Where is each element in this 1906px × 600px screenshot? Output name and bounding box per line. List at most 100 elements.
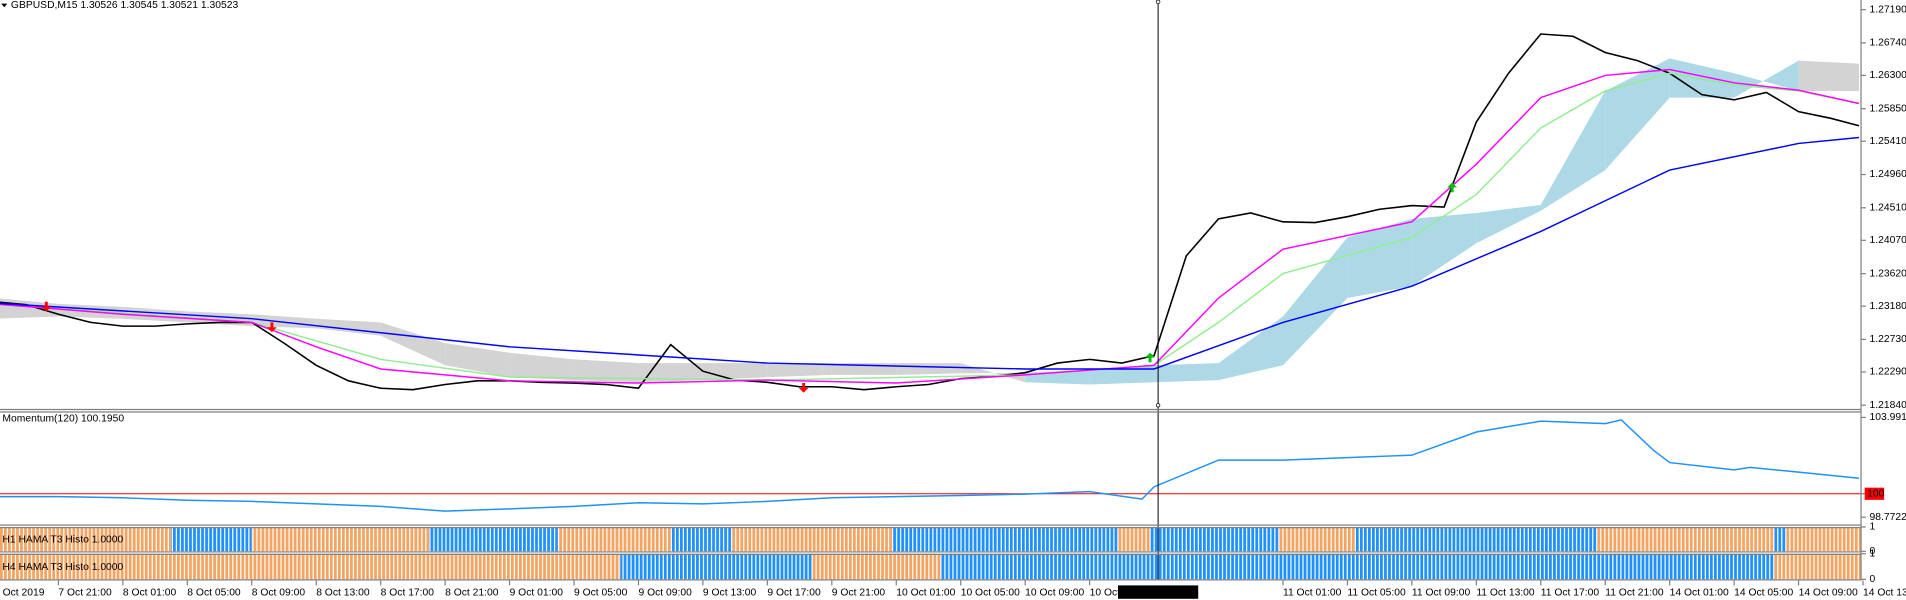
indicator-line: [0, 136, 1860, 370]
histogram-bar: [429, 526, 558, 552]
y-tick-label: 1.24070: [1870, 235, 1906, 246]
cloud-segment: [1347, 218, 1412, 299]
indicator-line: [0, 68, 1860, 384]
symbol-header: GBPUSD,M15 1.30526 1.30545 1.30521 1.305…: [11, 0, 239, 11]
x-tick-label: 8 Oct 01:00: [123, 587, 177, 598]
y-tick-label: 1: [1870, 522, 1876, 533]
x-tick-label: 8 Oct 13:00: [316, 587, 370, 598]
x-tick-label: 10 Oct 05:00: [961, 587, 1020, 598]
signal-arrow: [798, 383, 809, 393]
cloud-segment: [445, 343, 510, 378]
signal-arrow: [267, 322, 277, 333]
histogram-bar: [892, 526, 1118, 552]
x-tick-label: 9 Oct 01:00: [510, 587, 564, 598]
histogram-bar: [1278, 526, 1356, 552]
indicator-title: H1 HAMA T3 Histo 1.0000: [2, 534, 123, 545]
x-tick-label: 14 Oct 01:00: [1670, 587, 1729, 598]
cloud-segment: [896, 363, 961, 375]
histogram-bar: [670, 526, 732, 552]
x-tick-label: 10 Oct 01:00: [896, 587, 955, 598]
y-tick-label: 1.25850: [1870, 103, 1906, 114]
indicator-line: [0, 72, 1860, 381]
x-tick-label: 8 Oct 05:00: [187, 587, 241, 598]
x-tick-label: 11 Oct 01:00: [1283, 587, 1342, 598]
x-tick-label: 11 Oct 17:00: [1541, 587, 1600, 598]
y-tick-label: 103.9917: [1870, 412, 1906, 423]
indicator-title: Momentum(120) 100.1950: [2, 413, 124, 424]
indicator-line: [0, 419, 1860, 512]
crosshair-label: 2019.10.10 17:15: [1118, 587, 1199, 598]
x-tick-label: 8 Oct 21:00: [445, 587, 499, 598]
histogram-bar: [1774, 526, 1787, 552]
cloud-segment: [767, 363, 832, 378]
cloud-segment: [574, 359, 639, 383]
y-tick-label: 1.26740: [1870, 38, 1906, 49]
x-tick-label: 14 Oct 05:00: [1734, 587, 1793, 598]
menu-triangle[interactable]: [1, 3, 8, 8]
histogram-bar: [1786, 526, 1862, 552]
histogram-bar: [620, 553, 812, 580]
cloud-segment: [1476, 204, 1541, 244]
y-tick-label: 1.24960: [1870, 169, 1906, 180]
cloud-segment: [1669, 58, 1735, 98]
cloud-segment: [1411, 212, 1477, 287]
x-tick-label: 7 Oct 21:00: [58, 587, 112, 598]
cloud-segment: [702, 363, 768, 381]
x-tick-label: 14 Oct 13:00: [1863, 587, 1906, 598]
crosshair-handle: [1155, 0, 1161, 5]
histogram-bar: [0, 526, 172, 552]
histogram-bar: [1117, 526, 1151, 552]
crosshair-label-box: [1117, 585, 1199, 599]
y-tick-label: 1.24510: [1870, 203, 1906, 214]
y-tick-label: 1.22730: [1870, 334, 1906, 345]
histogram-bar: [1597, 526, 1775, 552]
x-tick-label: 10 Oct 09:00: [1025, 587, 1084, 598]
x-tick-label: 8 Oct 17:00: [381, 587, 435, 598]
indicator-title: H4 HAMA T3 Histo 1.0000: [2, 562, 123, 573]
x-tick-label: 11 Oct 05:00: [1347, 587, 1406, 598]
y-tick-label: 1.22290: [1870, 367, 1906, 378]
x-tick-label: 9 Oct 13:00: [703, 587, 757, 598]
y-tick-label: 1.27190: [1870, 4, 1906, 15]
histogram-bar: [171, 526, 252, 552]
x-tick-label: 9 Oct 09:00: [638, 587, 692, 598]
cloud-segment: [251, 314, 317, 329]
histogram-bar: [251, 526, 430, 552]
x-tick-label: 7 Oct 2019: [0, 587, 45, 598]
cloud-segment: [509, 352, 575, 381]
signal-arrow: [1447, 182, 1458, 193]
histogram-bar: [811, 553, 941, 580]
cloud-segment: [1218, 316, 1283, 381]
cloud-segment: [1282, 237, 1348, 366]
frame: [0, 0, 1862, 581]
price-plot: [0, 33, 1860, 393]
x-tick-label: 11 Oct 21:00: [1605, 587, 1664, 598]
signal-arrow: [41, 301, 52, 312]
histogram-bar: [0, 553, 621, 580]
y-tick-label: 1.25410: [1870, 136, 1906, 147]
cloud-segment: [1154, 363, 1219, 383]
histogram-bar: [1355, 526, 1598, 552]
x-tick-label: 11 Oct 13:00: [1476, 587, 1535, 598]
crosshair-handle: [1155, 403, 1161, 408]
cloud-segment: [1540, 90, 1606, 211]
y-tick-label: 1.23620: [1870, 268, 1906, 279]
signal-arrow: [1145, 352, 1155, 363]
cloud-segment: [1089, 365, 1155, 385]
x-tick-label: 9 Oct 17:00: [767, 587, 821, 598]
cloud-segment: [380, 322, 446, 366]
level-label-box: [1864, 487, 1885, 500]
cloud-segment: [638, 363, 703, 383]
momentum-plot: [0, 419, 1862, 512]
x-tick-label: 14 Oct 09:00: [1799, 587, 1858, 598]
x-tick-label: 8 Oct 09:00: [252, 587, 306, 598]
y-tick-label: 1: [1870, 548, 1876, 559]
y-tick-label: 1.21840: [1870, 400, 1906, 411]
x-tick-label: 9 Oct 21:00: [832, 587, 886, 598]
y-tick-label: 98.7722: [1870, 512, 1906, 523]
x-tick-label: 11 Oct 09:00: [1412, 587, 1471, 598]
y-tick-label: 100: [1867, 488, 1884, 499]
